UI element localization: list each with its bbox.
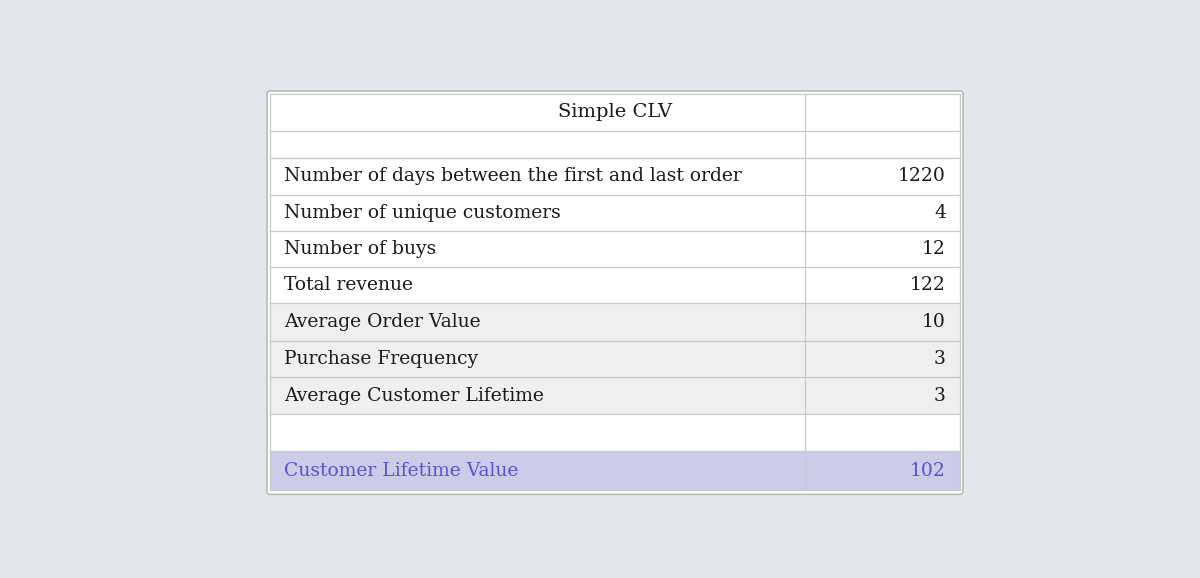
Bar xyxy=(270,94,960,131)
Text: 10: 10 xyxy=(922,313,946,331)
Text: Average Order Value: Average Order Value xyxy=(284,313,481,331)
Text: 102: 102 xyxy=(910,461,946,480)
Text: Number of days between the first and last order: Number of days between the first and las… xyxy=(284,168,742,186)
Bar xyxy=(270,414,960,451)
Bar xyxy=(270,341,960,377)
Text: Purchase Frequency: Purchase Frequency xyxy=(284,350,479,368)
Bar xyxy=(270,131,960,158)
Text: Total revenue: Total revenue xyxy=(284,276,413,294)
Text: 3: 3 xyxy=(934,350,946,368)
Text: 1220: 1220 xyxy=(898,168,946,186)
Text: 122: 122 xyxy=(910,276,946,294)
Text: Number of buys: Number of buys xyxy=(284,240,437,258)
Text: Customer Lifetime Value: Customer Lifetime Value xyxy=(284,461,518,480)
Text: Average Customer Lifetime: Average Customer Lifetime xyxy=(284,387,544,405)
Bar xyxy=(270,377,960,414)
Text: 4: 4 xyxy=(934,204,946,222)
Text: 12: 12 xyxy=(922,240,946,258)
Bar xyxy=(270,158,960,195)
FancyBboxPatch shape xyxy=(268,91,962,494)
Text: Number of unique customers: Number of unique customers xyxy=(284,204,560,222)
Bar xyxy=(270,267,960,303)
Bar xyxy=(270,303,960,341)
Bar xyxy=(270,451,960,490)
Text: Simple CLV: Simple CLV xyxy=(558,103,672,121)
Bar xyxy=(270,195,960,231)
Bar xyxy=(270,231,960,267)
Text: 3: 3 xyxy=(934,387,946,405)
